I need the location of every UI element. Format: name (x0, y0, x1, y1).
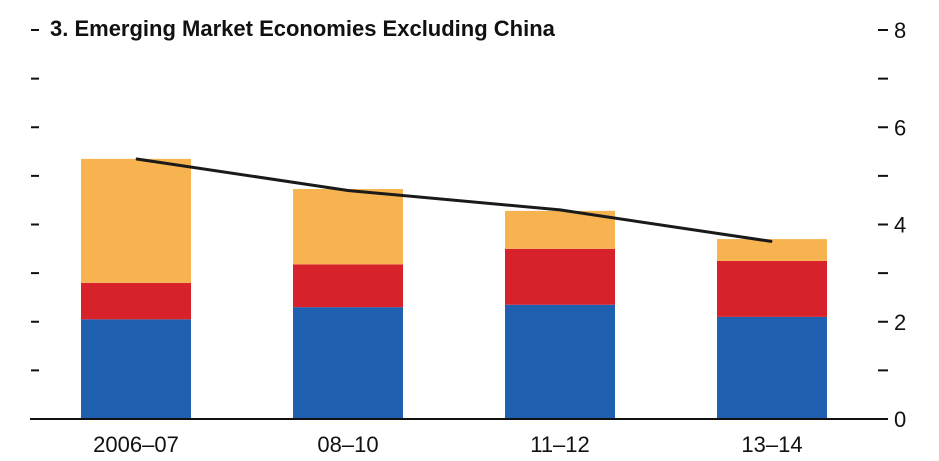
line-point (135, 158, 137, 160)
bar-segment-3 (717, 239, 827, 261)
bar-segment-3 (293, 189, 403, 265)
y-tick-label: 2 (894, 310, 906, 335)
bar-segment-2 (505, 248, 615, 305)
bar-segment-1 (717, 316, 827, 419)
y-tick-label: 6 (894, 115, 906, 140)
x-tick-label: 13–14 (741, 432, 802, 457)
y-tick-label: 8 (894, 18, 906, 43)
bar-segment-3 (505, 210, 615, 249)
left-minor-ticks (31, 29, 39, 372)
right-y-axis: 0 2 4 6 8 (878, 18, 906, 432)
line-point (559, 209, 561, 211)
x-tick-label: 08–10 (317, 432, 378, 457)
y-tick-label: 0 (894, 407, 906, 432)
bar-segment-3 (81, 158, 191, 283)
line-point (771, 241, 773, 243)
line-path (135, 157, 773, 244)
chart-title: 3. Emerging Market Economies Excluding C… (50, 16, 556, 41)
x-tick-label: 2006–07 (93, 432, 179, 457)
bar-segment-1 (81, 319, 191, 419)
bar-segment-2 (81, 282, 191, 320)
y-tick-label: 4 (894, 213, 906, 238)
line-point (347, 189, 349, 191)
bar-segment-1 (293, 307, 403, 419)
bar-segment-1 (505, 304, 615, 419)
total-line (135, 157, 773, 244)
bar-segment-2 (293, 264, 403, 308)
bar-segment-2 (717, 260, 827, 317)
bars (81, 158, 827, 419)
x-axis: 2006–07 08–10 11–12 13–14 (30, 418, 888, 457)
x-tick-label: 11–12 (530, 432, 590, 457)
